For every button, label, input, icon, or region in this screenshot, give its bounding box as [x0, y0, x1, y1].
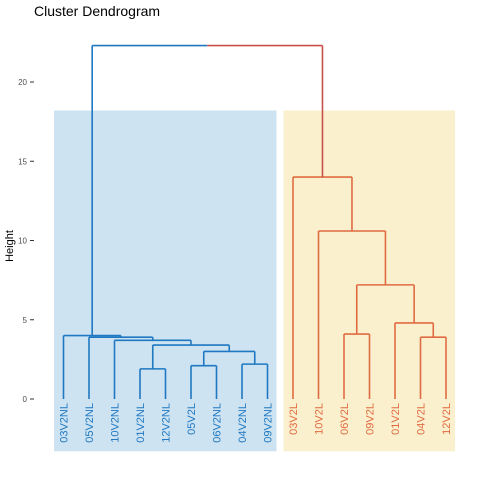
leaf-label: 03V2L	[288, 403, 300, 435]
leaf-label: 10V2L	[314, 403, 326, 435]
leaf-label: 01V2NL	[135, 403, 147, 443]
leaf-labels: 03V2NL 05V2NL 10V2NL 01V2NL 12V2NL 05V2L 06V2N…	[59, 403, 454, 443]
cluster-rect-1	[54, 110, 277, 452]
leaf-label: 04V2L	[416, 403, 428, 435]
leaf-label: 01V2L	[390, 403, 402, 435]
cluster-rects	[54, 110, 455, 452]
leaf-label: 05V2NL	[84, 403, 96, 443]
leaf-label: 04V2NL	[237, 403, 249, 443]
leaf-label: 12V2L	[441, 403, 453, 435]
leaf-label: 06V2L	[339, 403, 351, 435]
dendrogram-branches	[62, 44, 447, 399]
y-tick-label: 5	[23, 316, 28, 325]
leaf-label: 03V2NL	[59, 403, 71, 443]
leaf-label: 09V2L	[365, 403, 377, 435]
y-tick-label: 20	[18, 78, 27, 87]
leaf-label: 05V2L	[186, 403, 198, 435]
y-axis: 0 5 10 15 20	[18, 78, 34, 404]
leaf-label: 10V2NL	[110, 403, 122, 443]
leaf-label: 06V2NL	[212, 403, 224, 443]
y-tick-label: 0	[23, 395, 28, 404]
leaf-label: 12V2NL	[161, 403, 173, 443]
y-tick-label: 10	[18, 237, 27, 246]
chart-title: Cluster Dendrogram	[34, 3, 160, 19]
y-tick-label: 15	[18, 157, 27, 166]
cluster-rect-2	[283, 110, 455, 452]
y-axis-title: Height	[4, 230, 16, 262]
leaf-label: 09V2NL	[263, 403, 275, 443]
